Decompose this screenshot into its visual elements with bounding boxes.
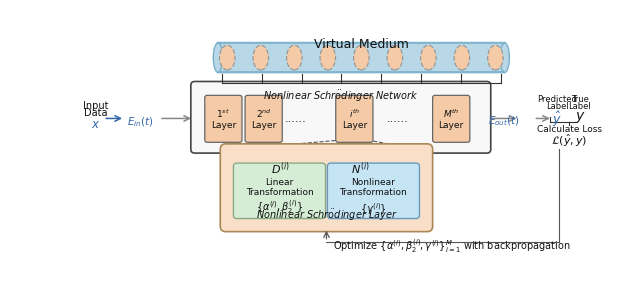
Ellipse shape bbox=[454, 45, 470, 70]
Text: Input: Input bbox=[83, 101, 108, 111]
Ellipse shape bbox=[500, 43, 509, 72]
Ellipse shape bbox=[353, 45, 369, 70]
FancyBboxPatch shape bbox=[217, 42, 506, 73]
Ellipse shape bbox=[488, 45, 503, 70]
Text: $E_{in}(t)$: $E_{in}(t)$ bbox=[127, 115, 154, 129]
Text: Label: Label bbox=[546, 102, 569, 111]
Ellipse shape bbox=[287, 45, 302, 70]
Text: $\{\gamma^{(i)}\}$: $\{\gamma^{(i)}\}$ bbox=[360, 201, 387, 217]
FancyBboxPatch shape bbox=[245, 95, 282, 142]
FancyBboxPatch shape bbox=[433, 95, 470, 142]
Ellipse shape bbox=[213, 43, 223, 72]
Text: Data: Data bbox=[84, 108, 108, 118]
Text: $D^{(i)}$: $D^{(i)}$ bbox=[271, 160, 289, 177]
Text: Linear
Transformation: Linear Transformation bbox=[246, 178, 314, 197]
Text: Predicted: Predicted bbox=[538, 95, 577, 104]
FancyBboxPatch shape bbox=[220, 144, 433, 232]
FancyBboxPatch shape bbox=[336, 95, 373, 142]
Text: $\hat{y}$: $\hat{y}$ bbox=[552, 110, 563, 129]
Text: 2$^{nd}$
Layer: 2$^{nd}$ Layer bbox=[251, 107, 276, 130]
Text: $i^{th}$
Layer: $i^{th}$ Layer bbox=[342, 107, 367, 130]
Ellipse shape bbox=[320, 45, 335, 70]
Ellipse shape bbox=[253, 45, 269, 70]
Text: Nonlinear Schr$\mathrm{\ddot{o}}$dinger Network: Nonlinear Schr$\mathrm{\ddot{o}}$dinger … bbox=[263, 89, 419, 104]
Text: Optimize $\{\alpha^{(i)},\beta_2^{(i)},\gamma^{(i)}\}_{i=1}^{M}$ with backpropag: Optimize $\{\alpha^{(i)},\beta_2^{(i)},\… bbox=[333, 237, 570, 255]
Text: ......: ...... bbox=[285, 114, 307, 124]
FancyBboxPatch shape bbox=[191, 81, 491, 153]
Text: True: True bbox=[571, 95, 589, 104]
FancyBboxPatch shape bbox=[205, 95, 242, 142]
Text: Nonlinear Schr$\mathrm{\ddot{o}}$dinger Layer: Nonlinear Schr$\mathrm{\ddot{o}}$dinger … bbox=[255, 208, 397, 223]
Text: $\{\alpha^{(i)},\beta_2^{(i)}\}$: $\{\alpha^{(i)},\beta_2^{(i)}\}$ bbox=[256, 198, 303, 216]
Text: $M^{th}$
Layer: $M^{th}$ Layer bbox=[438, 107, 464, 130]
Text: ......: ...... bbox=[387, 114, 408, 124]
Text: $\mathcal{L}(\hat{y},y)$: $\mathcal{L}(\hat{y},y)$ bbox=[551, 132, 588, 149]
Text: Label: Label bbox=[568, 102, 591, 111]
Text: $y$: $y$ bbox=[575, 110, 585, 125]
Text: $E_{out}(t)$: $E_{out}(t)$ bbox=[488, 115, 520, 128]
Ellipse shape bbox=[420, 45, 436, 70]
Ellipse shape bbox=[387, 45, 403, 70]
Ellipse shape bbox=[220, 45, 235, 70]
Text: 1$^{st}$
Layer: 1$^{st}$ Layer bbox=[211, 107, 236, 130]
FancyBboxPatch shape bbox=[234, 163, 326, 218]
Text: Nonlinear
Transformation: Nonlinear Transformation bbox=[340, 178, 407, 197]
Text: Calculate Loss: Calculate Loss bbox=[536, 125, 602, 133]
Text: $x$: $x$ bbox=[91, 118, 100, 131]
Text: $N^{(i)}$: $N^{(i)}$ bbox=[351, 160, 370, 177]
Text: Virtual Medium: Virtual Medium bbox=[314, 38, 409, 51]
FancyBboxPatch shape bbox=[328, 163, 419, 218]
